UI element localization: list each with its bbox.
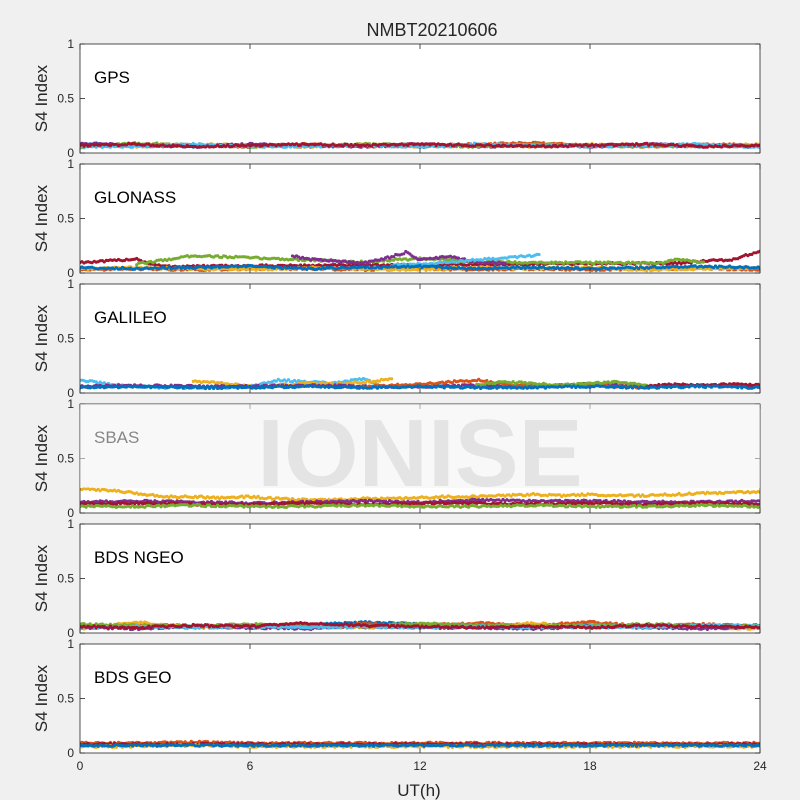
data-point — [503, 261, 507, 265]
y-tick-label: 1 — [67, 157, 74, 171]
y-tick-label: 0.5 — [57, 212, 74, 226]
data-point — [390, 377, 394, 381]
data-point — [102, 381, 106, 385]
data-point — [365, 261, 369, 265]
data-point — [485, 379, 489, 383]
data-point — [537, 252, 541, 257]
y-tick-label: 0 — [67, 146, 74, 160]
data-point — [511, 380, 515, 384]
data-point — [377, 379, 382, 383]
data-point — [363, 381, 367, 385]
series-6 — [80, 263, 760, 271]
data-point — [274, 379, 278, 383]
data-point — [481, 258, 485, 262]
y-tick-label: 0.5 — [57, 92, 74, 106]
data-point — [719, 145, 724, 149]
y-tick-label: 1 — [67, 37, 74, 51]
data-points — [80, 376, 760, 391]
series-4 — [475, 379, 649, 388]
panel-label: GLONASS — [94, 188, 176, 207]
y-axis-label: S4 Index — [32, 184, 51, 252]
panel-gps: 0 0.5 1 S4 Index GPS — [32, 37, 761, 160]
figure-title: NMBT20210606 — [366, 20, 497, 40]
plot-area — [80, 284, 760, 393]
series-6 — [80, 141, 760, 149]
data-points — [80, 249, 760, 273]
y-axis-label: S4 Index — [32, 64, 51, 132]
data-point — [396, 382, 400, 386]
plot-area — [80, 44, 760, 153]
data-point — [566, 145, 570, 149]
series-2 — [290, 249, 507, 266]
panels-group: 0 0.5 1 S4 Index GPS 0 0.5 1 S4 Index GLONASS 00.5… — [32, 37, 761, 760]
data-point — [392, 255, 396, 259]
data-point — [286, 378, 291, 382]
data-point — [637, 267, 641, 271]
data-point — [592, 262, 596, 266]
data-point — [645, 269, 649, 273]
data-point — [608, 145, 612, 149]
data-point — [450, 381, 454, 385]
data-points — [80, 140, 760, 150]
y-tick-label: 0 — [67, 266, 74, 280]
data-point — [418, 263, 422, 268]
data-point — [402, 252, 406, 256]
panel-label: GPS — [94, 68, 130, 87]
panel-glonass: 0 0.5 1 S4 Index GLONASS — [32, 157, 761, 280]
data-point — [701, 260, 705, 264]
data-point — [167, 265, 171, 269]
